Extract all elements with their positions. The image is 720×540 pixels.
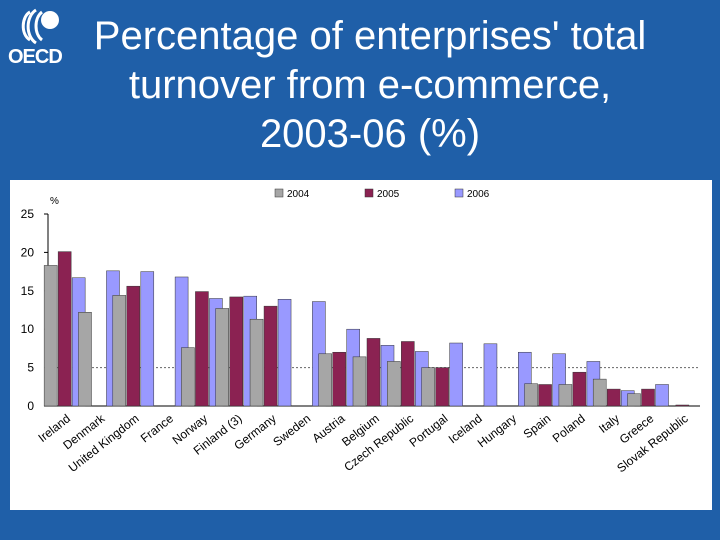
y-tick-label: 15	[21, 284, 35, 298]
legend-swatch-2004	[274, 188, 284, 198]
title-line-2: turnover from e-commerce,	[128, 63, 612, 107]
bar-2005	[675, 404, 690, 407]
bar-2005	[332, 351, 346, 407]
bar-2004	[249, 318, 264, 407]
bar-2004	[78, 312, 92, 407]
bar-2004	[112, 295, 127, 407]
bar-2005	[538, 384, 552, 407]
bar-2006	[655, 384, 669, 407]
bar-2005	[229, 296, 243, 407]
legend-swatch-2006	[454, 188, 464, 198]
bar-2005	[126, 285, 141, 407]
bar-2004	[215, 308, 229, 407]
bar-2004	[387, 361, 401, 407]
bar-2006	[277, 298, 292, 407]
category-label: Spain	[521, 411, 554, 441]
bar-2005	[263, 305, 278, 407]
bar-2006	[483, 343, 498, 407]
legend-swatch-2005	[364, 188, 374, 198]
category-label: Sweden	[270, 411, 313, 449]
bar-2004	[421, 367, 435, 407]
category-label: Portugal	[407, 411, 451, 450]
legend-label-2004: 2004	[287, 189, 310, 200]
y-axis-label: %	[50, 196, 59, 207]
bar-2006	[140, 271, 155, 407]
bar-2004	[558, 384, 573, 407]
title-line-3: 2003-06 (%)	[259, 112, 481, 156]
bars-layer	[43, 251, 690, 407]
y-tick-label: 5	[27, 361, 34, 375]
oecd-emblem-icon	[21, 8, 59, 45]
title-line-1: Percentage of enterprises' total	[93, 14, 647, 58]
bar-2005	[572, 371, 587, 407]
y-tick-label: 25	[21, 207, 35, 221]
bar-2006	[449, 342, 463, 407]
bar-2004	[524, 383, 538, 407]
legend-label-2006: 2006	[467, 189, 490, 200]
bar-2005	[401, 341, 415, 407]
legend-label-2005: 2005	[377, 189, 400, 200]
y-tick-label: 0	[27, 399, 34, 413]
bar-2004	[181, 347, 195, 407]
y-tick-label: 10	[21, 322, 35, 336]
bar-2004	[352, 356, 367, 407]
y-tick-label: 20	[21, 245, 35, 259]
bar-2005	[641, 388, 655, 407]
bar-2004	[627, 393, 641, 407]
legend: 2004 2005 2006	[274, 188, 490, 200]
bar-2005	[57, 251, 72, 407]
bar-2005	[435, 367, 449, 407]
category-label: Poland	[550, 411, 588, 445]
bar-2004	[43, 265, 58, 407]
logo-text: OECD	[8, 46, 63, 68]
bar-2005	[366, 338, 381, 407]
slide-title: Percentage of enterprises' total turnove…	[40, 12, 700, 159]
bar-2004	[592, 378, 607, 407]
bar-2004	[318, 353, 332, 407]
chart-panel: 0 5 10 15 20 25% Ireland Denmark United Kingdom…	[10, 180, 712, 510]
category-label: France	[138, 411, 176, 445]
category-label: Italy	[596, 411, 622, 436]
category-label: Hungary	[475, 411, 519, 450]
oecd-logo: OECD	[6, 8, 64, 68]
bar-2005	[606, 388, 621, 407]
bar-2005	[195, 291, 209, 407]
